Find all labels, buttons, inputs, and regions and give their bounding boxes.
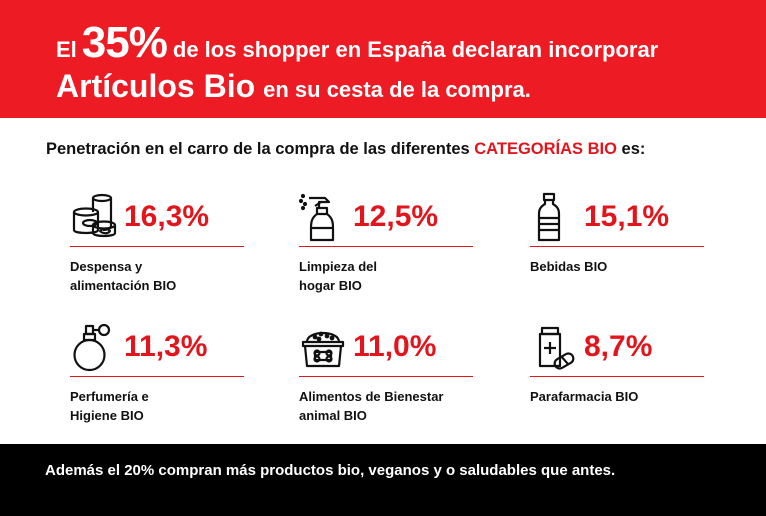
category-card-parafarmacia: 8,7% Parafarmacia BIO bbox=[530, 322, 730, 422]
bottle-icon bbox=[530, 192, 582, 244]
category-card-bebidas: 15,1% Bebidas BIO bbox=[530, 192, 730, 292]
category-card-perfumeria: 11,3% Perfumería e Higiene BIO bbox=[70, 322, 270, 425]
category-card-despensa: 16,3% Despensa y alimentación BIO bbox=[70, 192, 270, 295]
category-value: 15,1% bbox=[584, 200, 670, 233]
divider bbox=[70, 246, 244, 247]
subtitle-end: es: bbox=[616, 140, 646, 158]
headline-suffix: en su cesta de la compra. bbox=[263, 77, 531, 102]
category-value: 11,3% bbox=[124, 330, 208, 363]
category-card-bienestar-animal: 11,0% Alimentos de Bienestar animal BIO bbox=[299, 322, 499, 425]
category-card-limpieza: 12,5% Limpieza del hogar BIO bbox=[299, 192, 499, 295]
spray-bottle-icon bbox=[299, 192, 351, 244]
headline-line-1: El 35% de los shopper en España declaran… bbox=[56, 18, 658, 68]
footer-banner: Además el 20% compran más productos bio,… bbox=[0, 444, 766, 516]
divider bbox=[299, 246, 473, 247]
category-value: 8,7% bbox=[584, 330, 653, 363]
category-label-line-1: Alimentos de Bienestar bbox=[299, 389, 444, 404]
category-label: Parafarmacia BIO bbox=[530, 387, 710, 406]
divider bbox=[70, 376, 244, 377]
category-label-line-1: Parafarmacia BIO bbox=[530, 389, 639, 404]
canned-food-icon bbox=[70, 192, 122, 244]
category-label: Despensa y alimentación BIO bbox=[70, 257, 250, 295]
section-subtitle: Penetración en el carro de la compra de … bbox=[46, 140, 645, 159]
divider bbox=[530, 246, 704, 247]
pet-food-icon bbox=[299, 322, 351, 374]
category-value: 12,5% bbox=[353, 200, 439, 233]
category-label-line-2: alimentación BIO bbox=[70, 278, 177, 293]
category-label-line-2: hogar BIO bbox=[299, 278, 362, 293]
footer-text: Además el 20% compran más productos bio,… bbox=[45, 462, 616, 479]
divider bbox=[530, 376, 704, 377]
headline-prefix: El bbox=[56, 37, 77, 62]
headline-rest: de los shopper en España declaran incorp… bbox=[172, 37, 659, 62]
category-label-line-1: Despensa y bbox=[70, 259, 143, 274]
category-label-line-1: Perfumería e bbox=[70, 389, 149, 404]
divider bbox=[299, 376, 473, 377]
category-label: Limpieza del hogar BIO bbox=[299, 257, 479, 295]
category-value: 11,0% bbox=[353, 330, 437, 363]
subtitle-accent: CATEGORÍAS BIO bbox=[474, 140, 617, 158]
headline-big-value: 35% bbox=[81, 18, 168, 67]
headline-line-2: Artículos Bio en su cesta de la compra. bbox=[56, 68, 531, 105]
headline-highlight: Artículos Bio bbox=[56, 68, 256, 104]
category-label-line-1: Bebidas BIO bbox=[530, 259, 608, 274]
medicine-icon bbox=[530, 322, 582, 374]
category-label: Perfumería e Higiene BIO bbox=[70, 387, 250, 425]
category-label: Bebidas BIO bbox=[530, 257, 710, 276]
category-value: 16,3% bbox=[124, 200, 210, 233]
category-label-line-2: Higiene BIO bbox=[70, 408, 144, 423]
perfume-icon bbox=[70, 322, 122, 374]
header-banner: El 35% de los shopper en España declaran… bbox=[0, 0, 766, 118]
category-label-line-2: animal BIO bbox=[299, 408, 367, 423]
category-label-line-1: Limpieza del bbox=[299, 259, 378, 274]
category-label: Alimentos de Bienestar animal BIO bbox=[299, 387, 479, 425]
subtitle-text: Penetración en el carro de la compra de … bbox=[46, 140, 475, 158]
